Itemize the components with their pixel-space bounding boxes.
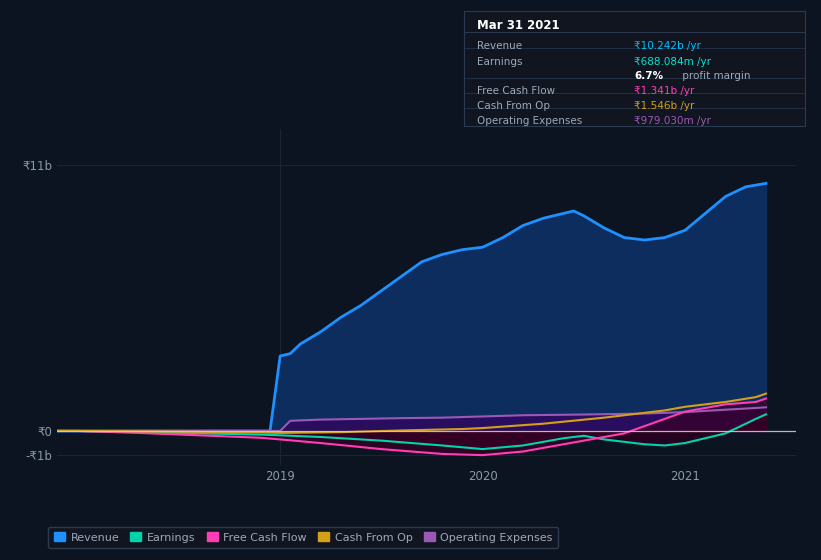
Text: profit margin: profit margin <box>678 71 750 81</box>
Text: ₹1.341b /yr: ₹1.341b /yr <box>635 86 695 96</box>
Text: ₹1.546b /yr: ₹1.546b /yr <box>635 101 695 111</box>
Text: 6.7%: 6.7% <box>635 71 663 81</box>
Text: ₹688.084m /yr: ₹688.084m /yr <box>635 57 711 67</box>
Text: Earnings: Earnings <box>478 57 523 67</box>
Text: Cash From Op: Cash From Op <box>478 101 551 111</box>
Text: Revenue: Revenue <box>478 41 523 51</box>
Text: ₹979.030m /yr: ₹979.030m /yr <box>635 116 711 125</box>
Legend: Revenue, Earnings, Free Cash Flow, Cash From Op, Operating Expenses: Revenue, Earnings, Free Cash Flow, Cash … <box>48 527 558 548</box>
Text: Mar 31 2021: Mar 31 2021 <box>478 19 560 32</box>
Text: Free Cash Flow: Free Cash Flow <box>478 86 556 96</box>
Text: Operating Expenses: Operating Expenses <box>478 116 583 125</box>
Text: ₹10.242b /yr: ₹10.242b /yr <box>635 41 701 51</box>
